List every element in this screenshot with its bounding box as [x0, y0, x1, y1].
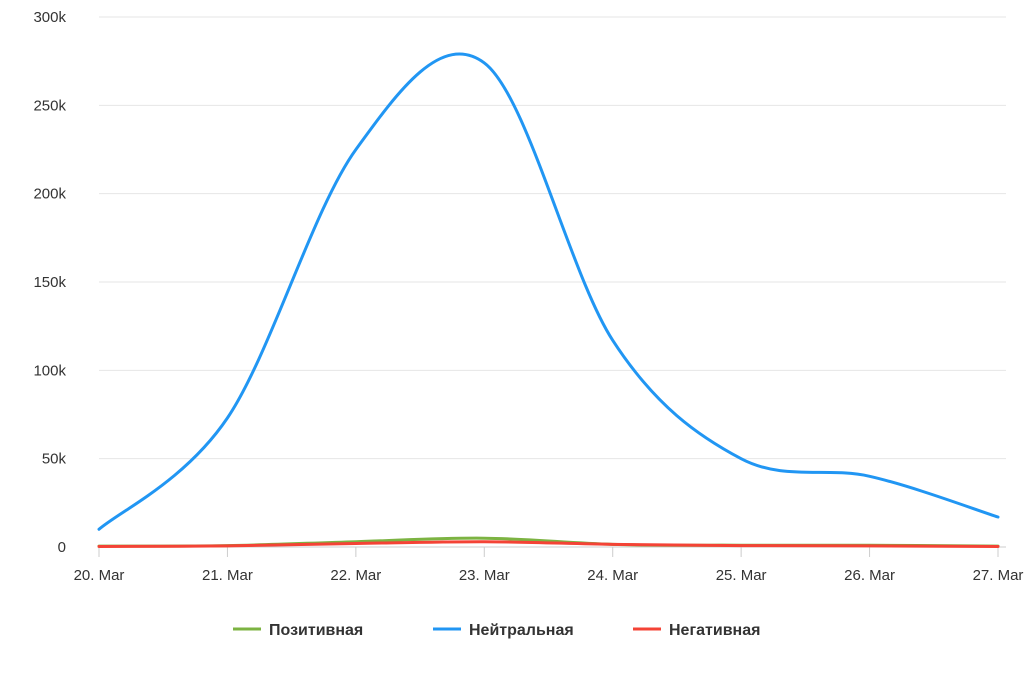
grid — [99, 16, 1006, 548]
legend-item-neutral[interactable]: Нейтральная — [433, 622, 574, 639]
legend-item-positive[interactable]: Позитивная — [233, 622, 363, 639]
y-tick-label: 250k — [33, 97, 66, 114]
y-tick-label: 300k — [33, 9, 66, 26]
x-tick-label: 25. Mar — [716, 567, 767, 584]
x-tick-label: 23. Mar — [459, 567, 510, 584]
y-tick-label: 100k — [33, 362, 66, 379]
series-line-neutral — [97, 52, 1000, 531]
series-line-negative — [97, 540, 1000, 548]
y-axis: 0 50k 100k 150k 200k 250k 300k — [33, 9, 66, 556]
x-tick-label: 27. Mar — [973, 567, 1024, 584]
legend-label: Нейтральная — [469, 622, 574, 639]
x-tick-label: 21. Mar — [202, 567, 253, 584]
x-tick-label: 22. Mar — [330, 567, 381, 584]
x-tick-label: 26. Mar — [844, 567, 895, 584]
legend-label: Позитивная — [269, 622, 363, 639]
y-tick-label: 150k — [33, 274, 66, 291]
legend-label: Негативная — [669, 622, 760, 639]
y-tick-label: 200k — [33, 186, 66, 203]
x-tick-label: 24. Mar — [587, 567, 638, 584]
x-tick-label: 20. Mar — [74, 567, 125, 584]
y-tick-label: 50k — [42, 451, 67, 468]
legend-item-negative[interactable]: Негативная — [633, 622, 760, 639]
series-group — [97, 52, 1000, 548]
y-tick-label: 0 — [58, 539, 66, 556]
legend[interactable]: Позитивная Нейтральная Негативная — [233, 622, 760, 639]
x-axis: 20. Mar 21. Mar 22. Mar 23. Mar 24. Mar 25. M… — [74, 547, 1024, 584]
